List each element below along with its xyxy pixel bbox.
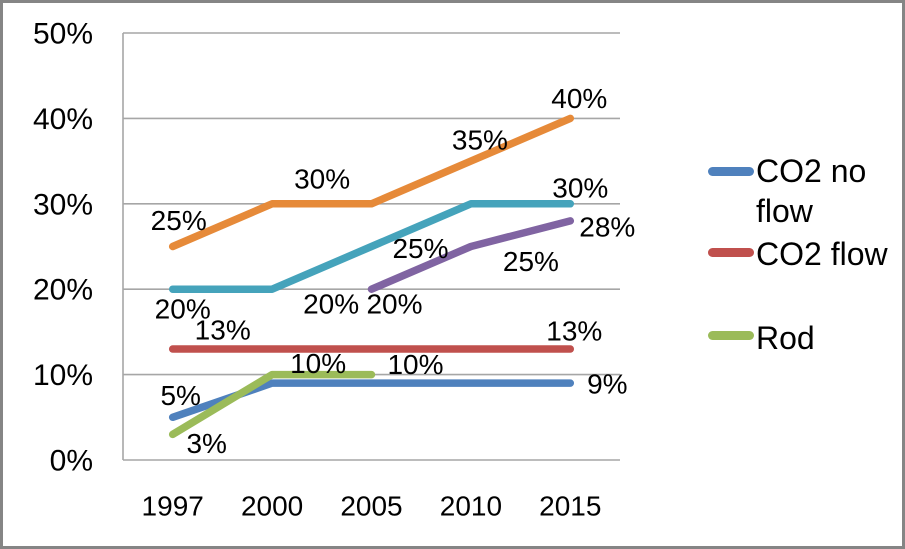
- y-tick-label: 10%: [33, 359, 93, 392]
- x-tick-label: 2010: [440, 491, 502, 522]
- data-label: 25%: [392, 233, 448, 264]
- x-tick-label: 1997: [142, 491, 204, 522]
- y-tick-label: 0%: [50, 445, 93, 478]
- series-line-4: [168, 200, 575, 293]
- y-tick-label: 40%: [33, 103, 93, 136]
- data-label: 13%: [546, 315, 602, 346]
- data-label: 28%: [579, 211, 635, 242]
- line-chart: 0% 10% 20% 30% 40% 50% 1997 2000 2005 2010 2015 5% 9…: [33, 18, 635, 522]
- data-label: 25%: [503, 246, 559, 277]
- data-label: 10%: [290, 348, 346, 379]
- x-tick-label: 2000: [241, 491, 303, 522]
- y-tick-label: 50%: [33, 18, 93, 51]
- data-label: 20%: [366, 289, 422, 320]
- series-line-5: [168, 114, 575, 251]
- y-tick-label: 20%: [33, 274, 93, 307]
- series-line-3: [367, 217, 575, 293]
- data-label: 30%: [552, 172, 608, 203]
- data-label: 35%: [452, 125, 508, 156]
- data-label: 3%: [186, 428, 226, 459]
- data-label: 13%: [195, 314, 251, 345]
- data-label: 40%: [551, 83, 607, 114]
- data-label: 10%: [387, 349, 443, 380]
- data-label: 5%: [160, 380, 200, 411]
- series-line-rod: [168, 370, 376, 439]
- y-tick-label: 30%: [33, 188, 93, 221]
- data-label: 20%: [303, 289, 359, 320]
- data-label: 25%: [151, 205, 207, 236]
- data-label: 9%: [587, 369, 627, 400]
- x-tick-label: 2015: [539, 491, 601, 522]
- x-tick-label: 2005: [340, 491, 402, 522]
- data-label: 20%: [155, 294, 211, 325]
- data-label: 30%: [294, 163, 350, 194]
